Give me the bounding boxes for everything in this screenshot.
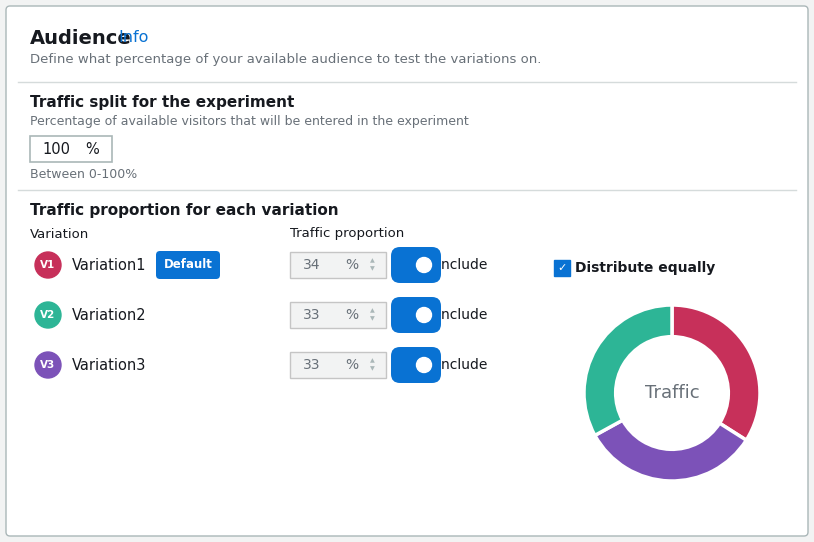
FancyBboxPatch shape: [554, 260, 570, 276]
Text: Traffic proportion for each variation: Traffic proportion for each variation: [30, 203, 339, 217]
Text: Variation3: Variation3: [72, 358, 147, 372]
Text: Define what percentage of your available audience to test the variations on.: Define what percentage of your available…: [30, 54, 541, 67]
Text: V3: V3: [41, 360, 55, 370]
Text: Default: Default: [164, 259, 212, 272]
FancyBboxPatch shape: [156, 251, 220, 279]
FancyBboxPatch shape: [290, 302, 386, 328]
Text: Distribute equally: Distribute equally: [575, 261, 716, 275]
FancyBboxPatch shape: [30, 136, 112, 162]
FancyBboxPatch shape: [6, 6, 808, 536]
Text: V1: V1: [41, 260, 55, 270]
Text: Between 0-100%: Between 0-100%: [30, 167, 138, 180]
Text: Include: Include: [438, 258, 488, 272]
Text: 100: 100: [42, 141, 70, 157]
Circle shape: [35, 302, 61, 328]
Wedge shape: [595, 420, 746, 481]
Text: ▼: ▼: [370, 267, 374, 272]
Text: 33: 33: [304, 358, 321, 372]
Text: Include: Include: [438, 308, 488, 322]
Wedge shape: [584, 305, 672, 435]
Text: %: %: [345, 258, 358, 272]
Text: Variation: Variation: [30, 228, 90, 241]
Text: ▲: ▲: [370, 308, 374, 313]
FancyBboxPatch shape: [290, 352, 386, 378]
Text: ▼: ▼: [370, 317, 374, 321]
Circle shape: [35, 252, 61, 278]
FancyBboxPatch shape: [391, 297, 441, 333]
Text: V2: V2: [41, 310, 55, 320]
Text: 34: 34: [304, 258, 321, 272]
Text: Percentage of available visitors that will be entered in the experiment: Percentage of available visitors that wi…: [30, 115, 469, 128]
Text: ▼: ▼: [370, 366, 374, 371]
Text: ▲: ▲: [370, 259, 374, 263]
Text: 33: 33: [304, 308, 321, 322]
Text: %: %: [345, 358, 358, 372]
Text: %: %: [85, 141, 98, 157]
FancyBboxPatch shape: [391, 347, 441, 383]
Text: Traffic: Traffic: [645, 384, 699, 402]
Text: Info: Info: [118, 30, 148, 46]
FancyBboxPatch shape: [290, 252, 386, 278]
Text: ✓: ✓: [558, 263, 567, 273]
Circle shape: [417, 358, 431, 372]
Text: %: %: [345, 308, 358, 322]
Text: Traffic split for the experiment: Traffic split for the experiment: [30, 95, 295, 111]
Wedge shape: [672, 305, 760, 440]
Text: Variation2: Variation2: [72, 307, 147, 322]
Text: Include: Include: [438, 358, 488, 372]
Text: Variation1: Variation1: [72, 257, 147, 273]
Circle shape: [35, 352, 61, 378]
Circle shape: [417, 257, 431, 273]
FancyBboxPatch shape: [391, 247, 441, 283]
Circle shape: [417, 307, 431, 322]
Text: Audience: Audience: [30, 29, 132, 48]
Text: Traffic proportion: Traffic proportion: [290, 228, 405, 241]
Text: ▲: ▲: [370, 358, 374, 364]
